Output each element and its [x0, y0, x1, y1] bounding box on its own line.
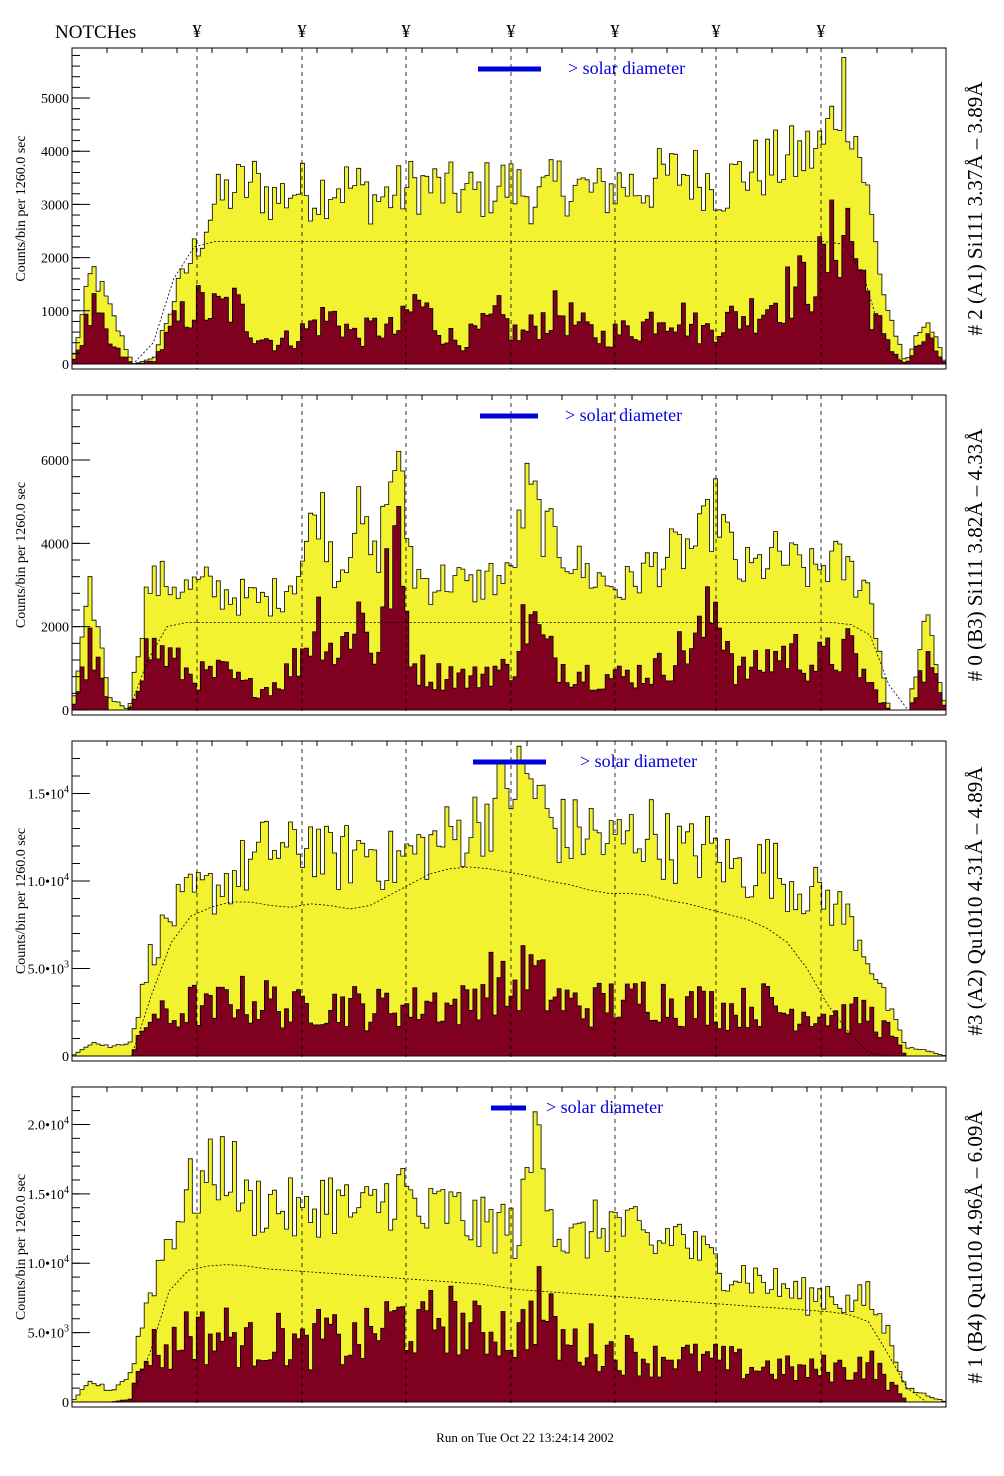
y-tick-base: 5.0•10	[28, 963, 64, 978]
y-tick-base: 0	[62, 704, 69, 719]
y-tick-label: 2000	[41, 252, 69, 267]
y-axis-label: Counts/bin per 1260.0 sec	[14, 135, 29, 281]
plot-frame	[71, 740, 947, 1062]
background-histogram	[71, 199, 947, 365]
notch-marker: ¥	[402, 21, 411, 41]
solar-diameter-legend: > solar diameter	[580, 751, 697, 771]
y-tick-label: 1.5•104	[28, 1185, 69, 1203]
y-tick-base: 4000	[41, 537, 69, 552]
y-tick-label: 2.0•104	[28, 1115, 69, 1133]
notch-marker: ¥	[298, 21, 307, 41]
solar-diameter-legend: > solar diameter	[565, 405, 682, 425]
y-tick-label: 5.0•103	[28, 960, 69, 978]
y-tick-label: 1.0•104	[28, 1254, 69, 1272]
y-axis-label: Counts/bin per 1260.0 sec	[14, 482, 29, 628]
y-tick-exponent: 4	[64, 1185, 69, 1196]
y-tick-exponent: 4	[64, 872, 69, 883]
notch-marker: ¥	[611, 21, 620, 41]
y-tick-label: 4000	[41, 537, 69, 552]
plot-frame	[71, 394, 947, 716]
total-counts-histogram	[71, 57, 947, 365]
panel-title: # 2 (A1) Si111 3.37Å – 3.89Å	[963, 81, 987, 336]
y-tick-exponent: 3	[64, 960, 69, 971]
background-histogram	[71, 506, 947, 711]
panel-title: #3 (A2) Qu1010 4.31Å – 4.89Å	[963, 766, 987, 1036]
solar-diameter-legend: > solar diameter	[568, 58, 685, 78]
y-tick-label: 5.0•103	[28, 1324, 69, 1342]
y-tick-base: 1.0•10	[28, 875, 64, 890]
model-curve	[72, 866, 946, 1057]
notch-marker: ¥	[712, 21, 721, 41]
y-tick-label: 0	[62, 358, 69, 373]
y-tick-base: 6000	[41, 454, 69, 469]
y-tick-label: 2000	[41, 621, 69, 636]
y-tick-base: 0	[62, 1396, 69, 1411]
y-tick-label: 4000	[41, 145, 69, 160]
y-tick-exponent: 3	[64, 1324, 69, 1335]
y-tick-base: 3000	[41, 198, 69, 213]
y-tick-label: 1000	[41, 305, 69, 320]
y-tick-label: 0	[62, 704, 69, 719]
total-counts-histogram	[71, 1111, 947, 1403]
y-tick-label: 6000	[41, 454, 69, 469]
panel-3: 05.0•1031.0•1041.5•1042.0•104Counts/bin …	[14, 1086, 987, 1411]
panel-title: # 1 (B4) Qu1010 4.96Å – 6.09Å	[963, 1110, 987, 1384]
plot-frame	[71, 47, 947, 370]
y-tick-label: 1.5•104	[28, 785, 69, 803]
notches-label: NOTCHes	[55, 22, 136, 43]
y-tick-base: 2.0•10	[28, 1118, 64, 1133]
background-histogram	[72, 1266, 946, 1403]
y-tick-base: 5000	[41, 92, 69, 107]
notch-marker: ¥	[193, 21, 202, 41]
total-counts-histogram	[71, 745, 947, 1057]
y-axis-label: Counts/bin per 1260.0 sec	[14, 828, 29, 974]
y-tick-base: 1.0•10	[28, 1257, 64, 1272]
y-tick-base: 1.5•10	[28, 1188, 64, 1203]
y-tick-base: 2000	[41, 252, 69, 267]
y-tick-base: 0	[62, 358, 69, 373]
y-tick-base: 0	[62, 1050, 69, 1065]
notch-marker: ¥	[507, 21, 516, 41]
y-tick-base: 1.5•10	[28, 788, 64, 803]
run-timestamp: Run on Tue Oct 22 13:24:14 2002	[436, 1430, 614, 1445]
y-tick-exponent: 4	[64, 1254, 69, 1265]
notch-markers: ¥ ¥ ¥ ¥ ¥ ¥ ¥	[193, 21, 826, 41]
y-tick-base: 4000	[41, 145, 69, 160]
panel-title: # 0 (B3) Si111 3.82Å – 4.33Å	[963, 428, 987, 682]
y-tick-label: 1.0•104	[28, 872, 69, 890]
panel-1: 0 2000 4000 6000 Counts/bin per 1260.0 sec # …	[14, 394, 987, 719]
y-tick-label: 5000	[41, 92, 69, 107]
plot-frame	[71, 1086, 947, 1408]
panel-0: 0 1000 2000 3000 4000 5000 Counts/bin per 1260…	[14, 47, 987, 373]
y-tick-exponent: 4	[64, 785, 69, 796]
y-tick-exponent: 4	[64, 1115, 69, 1126]
y-tick-base: 2000	[41, 621, 69, 636]
y-axis-label: Counts/bin per 1260.0 sec	[14, 1174, 29, 1320]
solar-diameter-legend: > solar diameter	[546, 1097, 663, 1117]
y-tick-label: 0	[62, 1050, 69, 1065]
y-tick-base: 5.0•10	[28, 1327, 64, 1342]
background-histogram	[72, 945, 946, 1057]
y-tick-label: 3000	[41, 198, 69, 213]
y-tick-base: 1000	[41, 305, 69, 320]
y-tick-label: 0	[62, 1396, 69, 1411]
notch-marker: ¥	[817, 21, 826, 41]
